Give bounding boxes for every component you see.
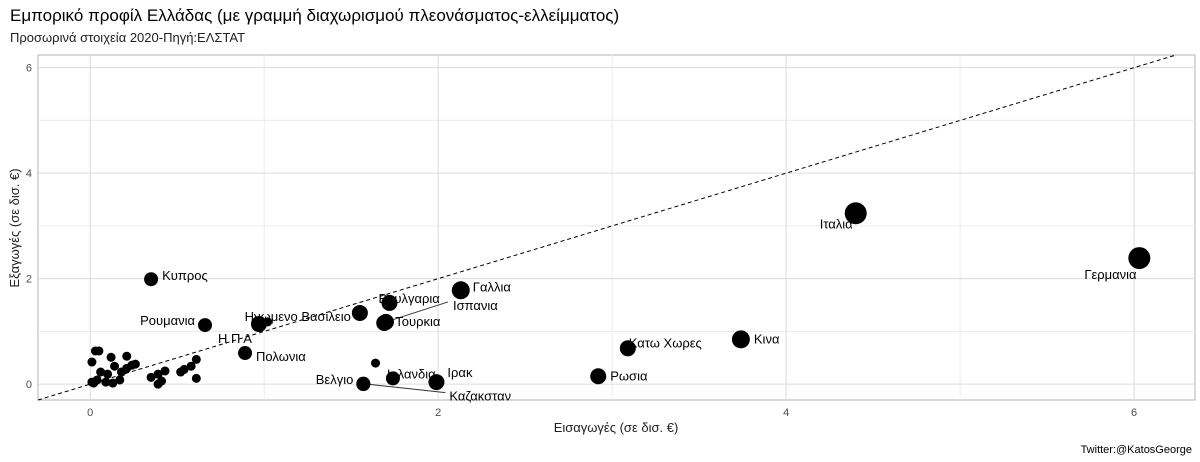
point-label: Κυπρος xyxy=(162,268,208,283)
label-leader-line xyxy=(385,301,449,323)
point-label: Καζακσταν xyxy=(449,389,511,404)
data-point xyxy=(428,374,445,391)
point-label: Ιρακ xyxy=(447,365,473,380)
point-label: Κατω Χωρες xyxy=(629,335,702,350)
data-point xyxy=(108,378,118,388)
data-point xyxy=(619,340,636,357)
data-point xyxy=(153,369,163,379)
x-tick-label: 2 xyxy=(435,407,441,419)
data-point xyxy=(122,351,132,361)
data-point xyxy=(351,304,368,321)
data-point xyxy=(191,373,201,383)
point-label: Τουρκια xyxy=(395,314,441,329)
data-point xyxy=(198,318,213,333)
data-point xyxy=(115,375,125,385)
y-tick-label: 4 xyxy=(26,168,32,180)
data-point xyxy=(377,313,394,330)
data-point xyxy=(103,369,113,379)
point-label: Ηνωμενο Βασιλειο xyxy=(245,309,351,324)
data-point xyxy=(153,379,163,389)
point-label: Ρουμανια xyxy=(140,313,195,328)
y-tick-label: 6 xyxy=(26,63,32,75)
point-label: Ρωσια xyxy=(610,368,648,383)
data-point xyxy=(731,330,750,349)
data-point xyxy=(144,272,159,287)
data-point xyxy=(356,376,371,391)
data-point xyxy=(89,378,99,388)
point-label: Η Π Α xyxy=(218,331,252,346)
point-label: Ιρλανδια xyxy=(387,366,436,381)
point-label: Βουλγαρια xyxy=(378,291,440,306)
point-label: Ιταλια xyxy=(820,216,853,231)
data-point xyxy=(90,346,100,356)
chart-caption: Twitter:@KatosGeorge xyxy=(1080,444,1192,456)
reference-line-y-equals-x xyxy=(37,54,1177,401)
data-point xyxy=(101,377,111,387)
x-tick-label: 4 xyxy=(783,407,789,419)
data-point xyxy=(844,202,867,225)
plot-panel xyxy=(37,54,1196,401)
point-label: Γερμανια xyxy=(1084,267,1137,282)
point-label: Ισπανια xyxy=(453,298,498,313)
data-point xyxy=(179,364,189,374)
data-point xyxy=(160,366,170,376)
point-label: Βελγιο xyxy=(316,372,354,387)
data-point xyxy=(1128,247,1151,270)
y-tick-label: 2 xyxy=(26,274,32,286)
chart-title: Εμπορικό προφίλ Ελλάδας (με γραμμή διαχω… xyxy=(10,6,620,25)
y-axis-title: Εξαγωγές (σε δισ. €) xyxy=(7,168,22,287)
data-point xyxy=(385,371,400,386)
data-point xyxy=(130,359,140,369)
data-point xyxy=(451,281,470,300)
x-tick-label: 6 xyxy=(1131,407,1137,419)
data-point xyxy=(250,316,267,333)
x-tick-label: 0 xyxy=(87,407,93,419)
data-point xyxy=(110,361,120,371)
point-label: Πολωνια xyxy=(256,349,306,364)
point-label: Γαλλια xyxy=(473,279,512,294)
label-leader-line xyxy=(363,383,446,394)
data-point xyxy=(191,354,201,364)
data-point xyxy=(96,367,106,377)
data-point xyxy=(87,357,97,367)
data-point xyxy=(590,368,607,385)
chart-subtitle: Προσωρινά στοιχεία 2020-Πηγή:ΕΛΣΤΑΤ xyxy=(10,30,246,45)
point-label: Κινα xyxy=(754,331,780,346)
data-point xyxy=(238,346,253,361)
x-axis-title: Εισαγωγές (σε δισ. €) xyxy=(554,420,679,435)
data-point xyxy=(371,358,381,368)
data-point xyxy=(381,294,398,311)
data-point xyxy=(186,361,196,371)
y-tick-label: 0 xyxy=(26,379,32,391)
data-point xyxy=(146,372,156,382)
data-point xyxy=(106,352,116,362)
